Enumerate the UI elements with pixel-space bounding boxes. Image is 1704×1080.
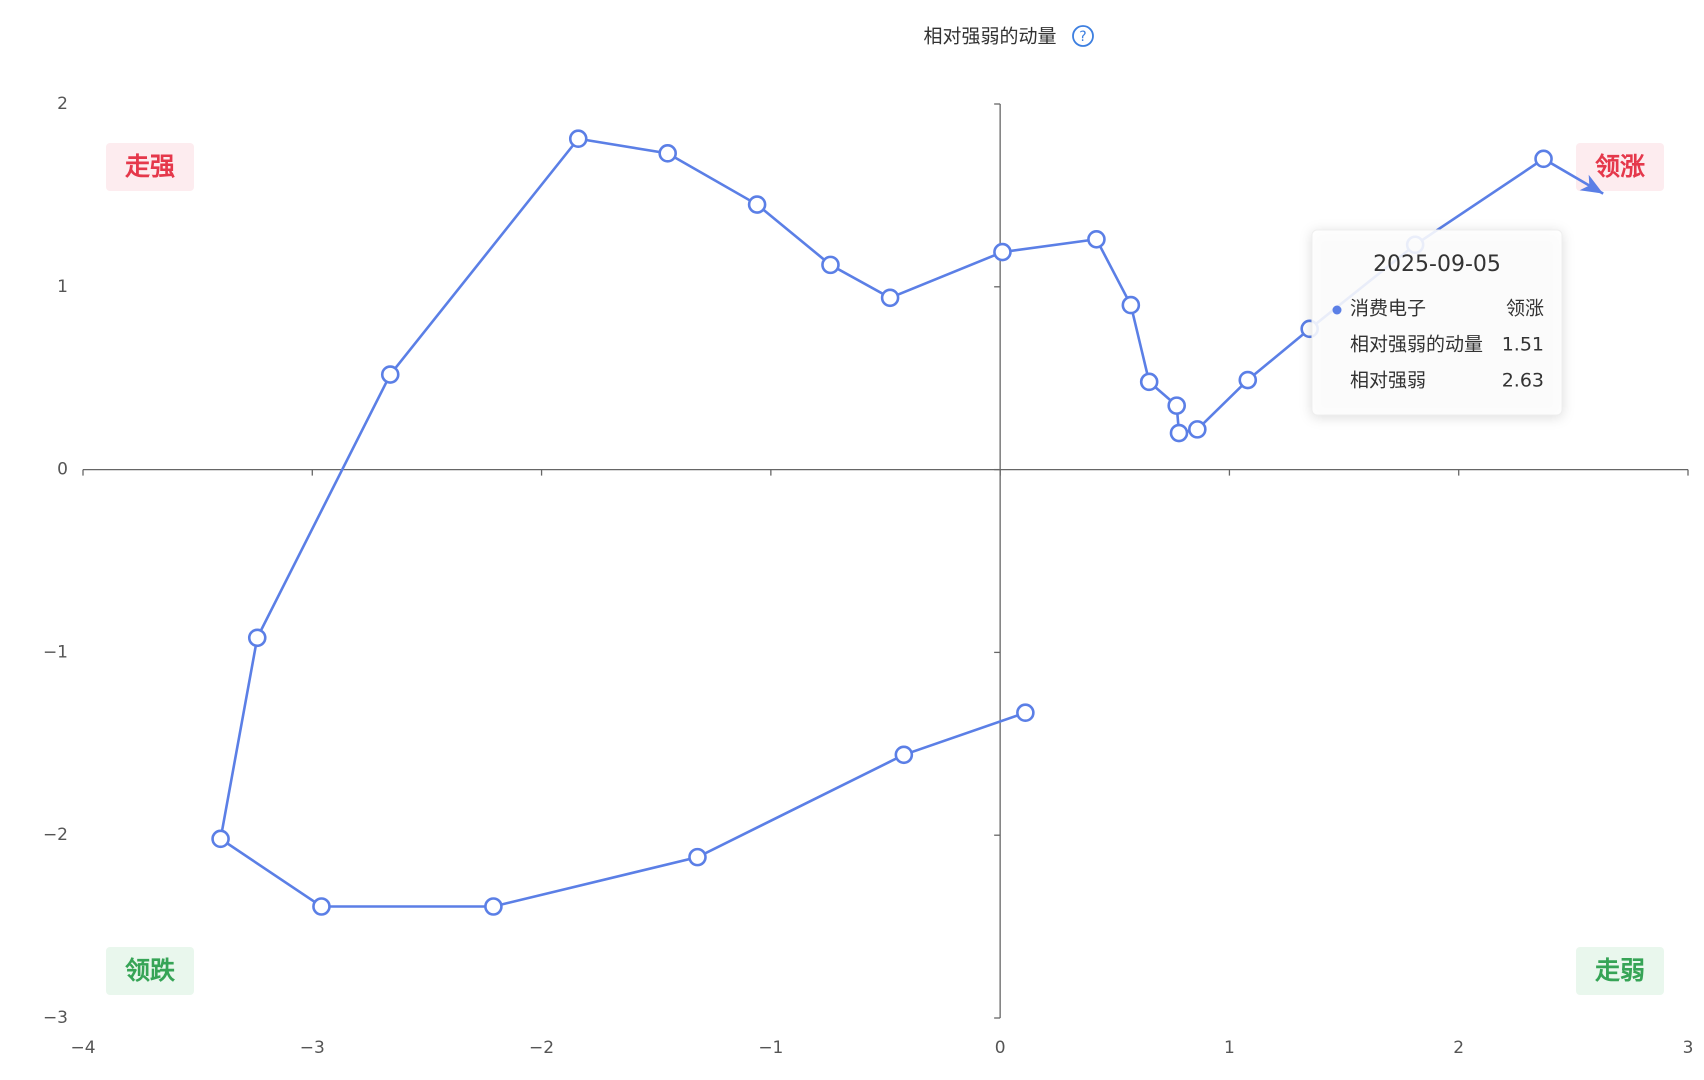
y-tick-label: −2 bbox=[43, 825, 68, 845]
point bbox=[1169, 423, 1189, 443]
x-tick-label: −2 bbox=[529, 1038, 554, 1058]
point bbox=[993, 242, 1012, 262]
point bbox=[880, 288, 900, 308]
point bbox=[312, 897, 331, 916]
tooltip-series: 消费电子 bbox=[1350, 298, 1426, 320]
quadrant-label: 领涨 bbox=[1595, 152, 1645, 181]
x-tick-label: 2 bbox=[1453, 1038, 1464, 1058]
quadrant-badge bbox=[106, 947, 194, 995]
y-tick-label: −3 bbox=[43, 1008, 68, 1028]
y-tick-label: 0 bbox=[57, 460, 68, 480]
x-tick-label: 0 bbox=[995, 1038, 1006, 1058]
point bbox=[380, 365, 400, 384]
help-icon-mark: ? bbox=[1079, 29, 1086, 45]
y-tick-label: −1 bbox=[43, 642, 68, 662]
x-tick-label: −3 bbox=[300, 1038, 325, 1058]
x-tick-label: −4 bbox=[70, 1038, 95, 1058]
quadrant-label: 走弱 bbox=[1595, 956, 1645, 985]
tooltip-row-value: 2.63 bbox=[1502, 370, 1544, 392]
y-tick-label: 2 bbox=[57, 94, 68, 114]
tooltip-row-label: 相对强弱 bbox=[1350, 370, 1426, 392]
x-tick-label: 3 bbox=[1683, 1038, 1694, 1058]
point bbox=[821, 255, 840, 275]
x-tick-label: −1 bbox=[758, 1038, 783, 1058]
tooltip-date: 2025-09-05 bbox=[1373, 252, 1501, 277]
point bbox=[658, 144, 677, 163]
tooltip-row-value: 1.51 bbox=[1502, 334, 1544, 356]
x-tick-label: 1 bbox=[1224, 1038, 1235, 1058]
chart-title: 相对强弱的动量 bbox=[923, 26, 1056, 48]
point bbox=[1139, 372, 1159, 392]
point bbox=[1121, 295, 1141, 315]
point bbox=[484, 897, 503, 916]
quadrant-label: 走强 bbox=[125, 152, 175, 181]
point bbox=[894, 745, 914, 765]
quadrant-badge bbox=[1576, 143, 1664, 191]
quadrant-badge bbox=[1576, 947, 1664, 995]
y-tick-label: 1 bbox=[57, 277, 68, 297]
point bbox=[568, 129, 588, 149]
point bbox=[1188, 420, 1207, 439]
help-icon[interactable] bbox=[1072, 25, 1094, 47]
point bbox=[747, 195, 767, 214]
tooltip-box bbox=[1311, 229, 1563, 416]
arrow-head bbox=[1579, 174, 1604, 194]
point bbox=[1238, 370, 1258, 390]
point bbox=[1016, 703, 1035, 723]
tooltip-dot bbox=[1332, 305, 1342, 315]
point bbox=[1087, 229, 1106, 249]
point bbox=[1534, 149, 1553, 169]
tooltip-quadrant: 领涨 bbox=[1506, 298, 1544, 320]
quadrant-badge bbox=[106, 143, 194, 191]
quadrant-label: 领跌 bbox=[125, 956, 175, 985]
point bbox=[211, 829, 230, 849]
point bbox=[247, 628, 267, 648]
point bbox=[688, 847, 707, 867]
tooltip-row-label: 相对强弱的动量 bbox=[1350, 334, 1483, 356]
point bbox=[1167, 396, 1186, 415]
